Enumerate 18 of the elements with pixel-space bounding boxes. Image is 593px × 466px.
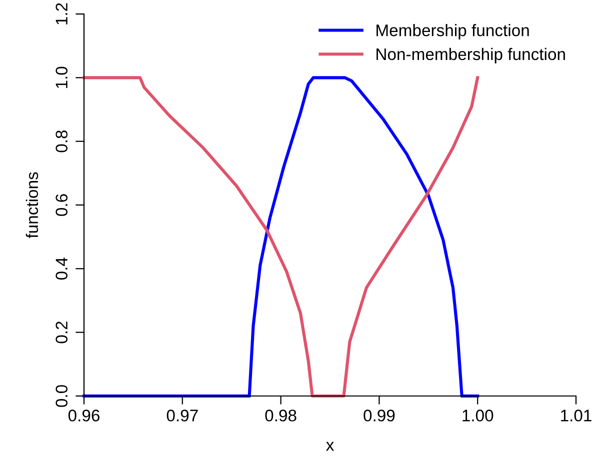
x-tick-label: 0.99 [364, 410, 395, 422]
x-tick-label: 1.01 [561, 410, 592, 422]
x-tick-label: 0.97 [166, 410, 198, 422]
line-series [82, 76, 480, 398]
y-tick-label: 1.2 [56, 3, 68, 24]
legend-label: Non-membership function [376, 48, 565, 64]
y-tick-label: 0.4 [56, 258, 68, 280]
y-tick-label: 0.6 [56, 194, 68, 216]
y-tick-label: 0.2 [56, 322, 68, 344]
x-tick-label: 0.96 [68, 410, 100, 422]
y-tick-label: 1.0 [56, 66, 68, 88]
x-axis-title: x [326, 442, 334, 451]
x-tick-label: 1.00 [462, 410, 494, 422]
y-axis-title: functions [26, 172, 38, 238]
x-tick-label: 0.98 [265, 410, 296, 422]
y-tick-label: 0.0 [56, 385, 68, 407]
legend-label: Membership function [376, 24, 529, 40]
y-tick-label: 0.8 [56, 130, 68, 152]
